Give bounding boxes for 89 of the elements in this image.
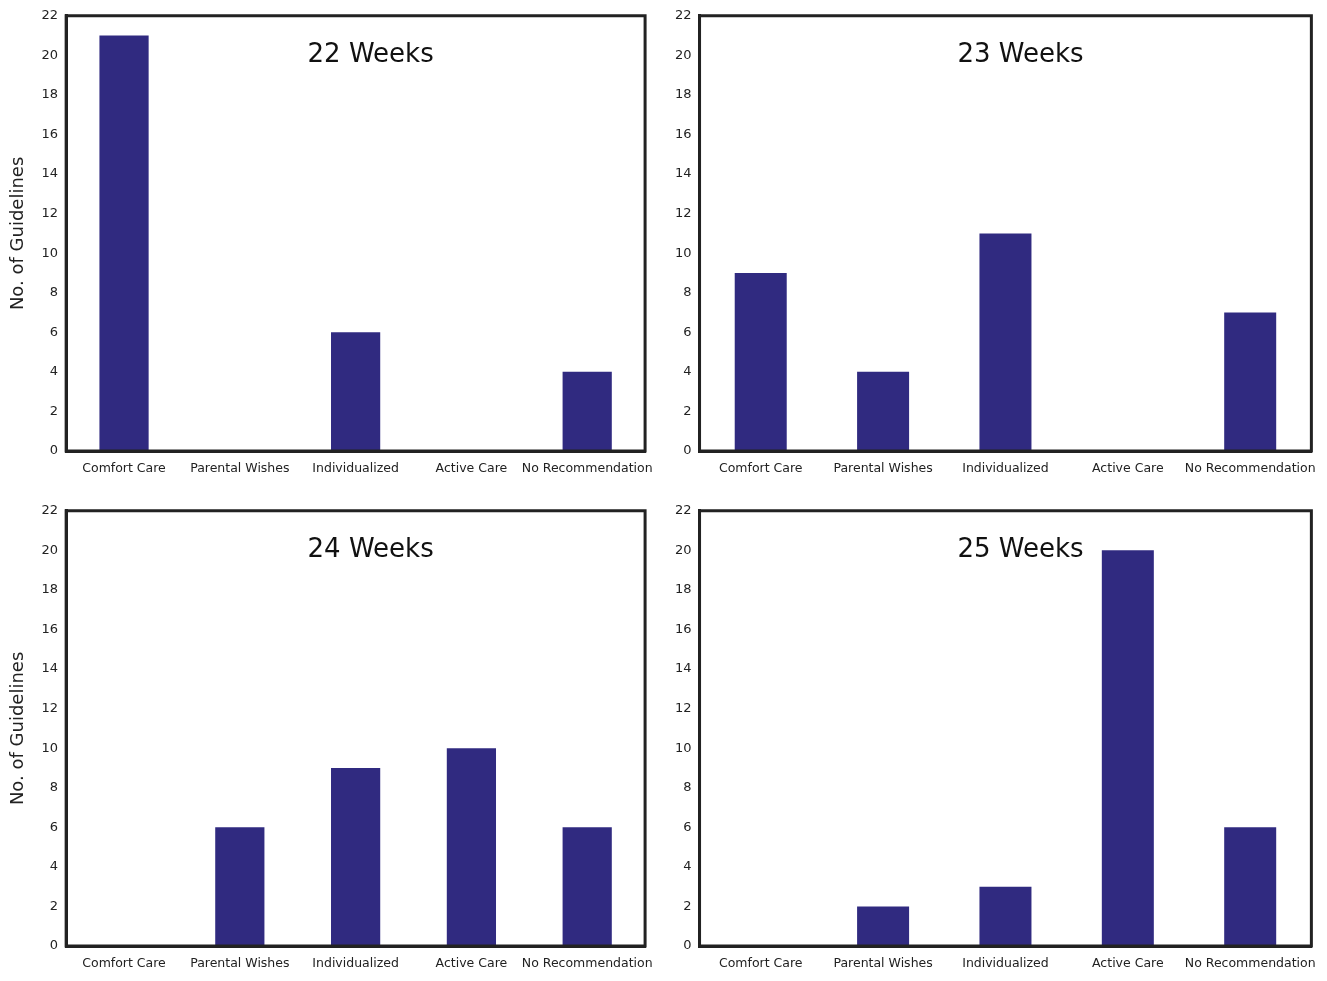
y-tick-label: 22 <box>675 502 692 518</box>
y-tick-label: 20 <box>41 46 59 62</box>
x-tick-label: Comfort Care <box>82 954 167 970</box>
y-tick-label: 4 <box>683 858 692 874</box>
y-tick-label: 2 <box>49 402 59 418</box>
y-tick-label: 0 <box>683 937 692 953</box>
x-tick-label: Comfort Care <box>718 954 803 970</box>
y-tick-label: 12 <box>41 699 59 715</box>
y-tick-label: 12 <box>41 204 59 220</box>
x-tick-label: Active Care <box>435 954 508 970</box>
y-tick-label: 10 <box>675 244 692 260</box>
y-tick-label: 0 <box>683 442 692 458</box>
y-tick-label: 4 <box>49 363 59 379</box>
y-tick-label: 8 <box>683 779 692 795</box>
bar <box>1224 312 1277 451</box>
bar <box>331 332 381 451</box>
y-tick-label: 14 <box>675 165 692 181</box>
y-tick-label: 18 <box>675 86 692 102</box>
y-tick-label: 12 <box>675 699 692 715</box>
bar <box>734 272 787 451</box>
x-tick-label: Parental Wishes <box>833 954 933 970</box>
x-tick-label: Individualized <box>312 954 399 970</box>
bar <box>562 827 612 946</box>
y-tick-label: 4 <box>49 858 59 874</box>
y-tick-label: 6 <box>683 323 692 339</box>
x-tick-label: Active Care <box>435 459 508 475</box>
x-tick-label: Comfort Care <box>718 459 803 475</box>
y-tick-label: 14 <box>675 660 692 676</box>
bar <box>331 767 381 946</box>
y-tick-label: 8 <box>49 779 59 795</box>
y-tick-label: 18 <box>41 86 59 102</box>
text: 23 Weeks <box>957 37 1084 68</box>
x-tick-label: Individualized <box>312 459 399 475</box>
y-tick-label: 16 <box>41 125 59 141</box>
y-tick-label: 20 <box>41 541 59 557</box>
x-tick-label: No Recommendation <box>521 954 653 970</box>
x-tick-label: Parental Wishes <box>833 459 933 475</box>
x-tick-label: Active Care <box>1092 459 1164 475</box>
y-tick-label: 22 <box>675 7 692 23</box>
y-tick-label: 6 <box>683 818 692 834</box>
y-tick-label: 22 <box>41 7 59 23</box>
x-tick-label: No Recommendation <box>1184 954 1316 970</box>
y-tick-label: 14 <box>41 165 59 181</box>
y-tick-label: 20 <box>675 46 692 62</box>
y-tick-label: 2 <box>49 897 59 913</box>
text: 22 Weeks <box>307 37 434 68</box>
y-tick-label: 16 <box>675 620 692 636</box>
y-tick-label: 10 <box>675 739 692 755</box>
x-tick-label: Parental Wishes <box>190 954 290 970</box>
bar <box>979 233 1032 451</box>
text: 25 Weeks <box>957 532 1084 563</box>
x-tick-label: Parental Wishes <box>190 459 290 475</box>
x-tick-label: Individualized <box>962 459 1049 475</box>
y-tick-label: 0 <box>49 442 59 458</box>
y-tick-label: 6 <box>49 818 59 834</box>
y-tick-label: 2 <box>683 897 692 913</box>
y-tick-label: 10 <box>41 244 59 260</box>
bar <box>857 906 910 946</box>
bar <box>857 371 910 451</box>
y-tick-label: 2 <box>683 402 692 418</box>
bar <box>979 886 1032 946</box>
y-tick-label: 18 <box>41 581 59 597</box>
y-tick-label: 12 <box>675 204 692 220</box>
x-tick-label: Comfort Care <box>82 459 167 475</box>
y-axis-title: No. of Guidelines <box>6 156 28 311</box>
x-tick-label: No Recommendation <box>1184 459 1316 475</box>
y-tick-label: 8 <box>683 284 692 300</box>
y-tick-label: 16 <box>675 125 692 141</box>
y-tick-label: 22 <box>41 502 59 518</box>
y-axis-title: No. of Guidelines <box>6 651 28 806</box>
bar <box>446 748 497 946</box>
bar <box>1101 550 1154 946</box>
bar <box>1224 827 1277 946</box>
y-tick-label: 10 <box>41 739 59 755</box>
y-tick-label: 6 <box>49 323 59 339</box>
y-tick-label: 20 <box>675 541 692 557</box>
bar <box>99 35 149 451</box>
y-tick-label: 4 <box>683 363 692 379</box>
bar <box>562 371 612 451</box>
y-tick-label: 8 <box>49 284 59 300</box>
y-tick-label: 18 <box>675 581 692 597</box>
x-tick-label: Individualized <box>962 954 1049 970</box>
y-tick-label: 0 <box>49 937 59 953</box>
bar <box>215 827 265 946</box>
x-tick-label: No Recommendation <box>521 459 653 475</box>
text: 24 Weeks <box>307 532 434 563</box>
y-tick-label: 16 <box>41 620 59 636</box>
y-tick-label: 14 <box>41 660 59 676</box>
x-tick-label: Active Care <box>1092 954 1164 970</box>
